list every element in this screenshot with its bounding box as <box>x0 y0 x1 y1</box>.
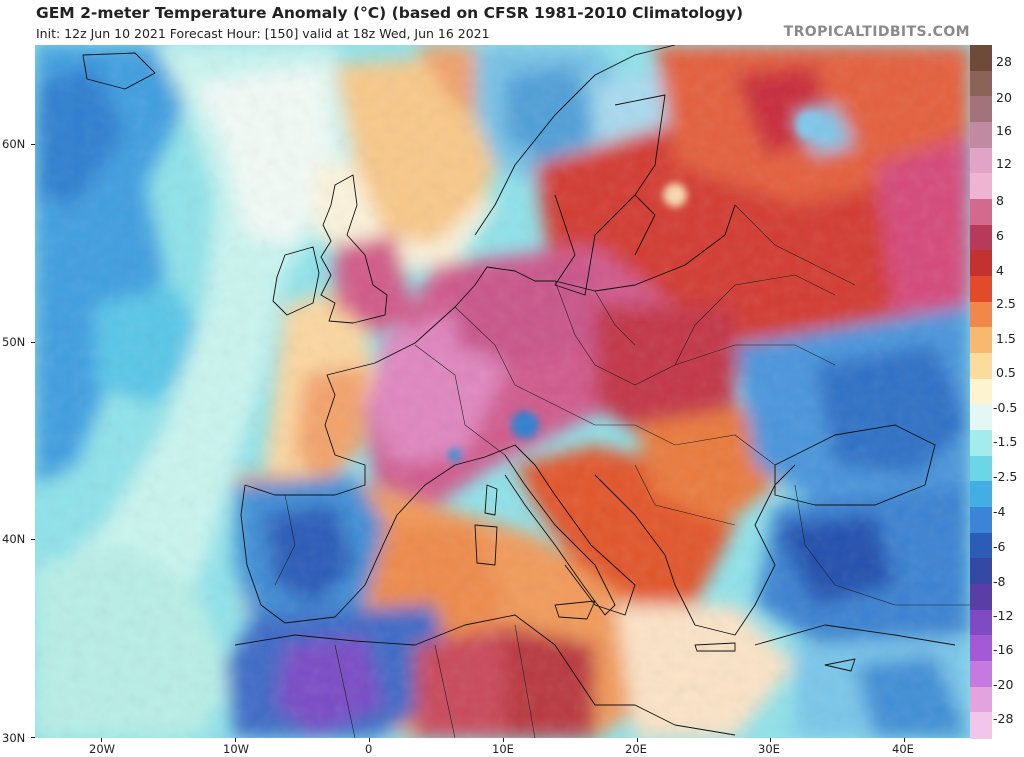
colorbar-segment <box>970 430 992 457</box>
lon-tick <box>235 738 236 742</box>
country-borders <box>274 204 970 738</box>
colorbar-segment <box>970 661 992 688</box>
brand-watermark: TROPICALTIDBITS.COM <box>783 24 970 40</box>
lon-tick <box>770 738 771 742</box>
colorbar-label: -1.5 <box>993 434 1018 449</box>
colorbar-segment <box>970 507 992 534</box>
map-title: GEM 2-meter Temperature Anomaly (°C) (ba… <box>36 4 744 22</box>
lat-tick <box>31 144 35 145</box>
colorbar-segment <box>970 301 992 328</box>
colorbar-label: -0.5 <box>993 400 1018 415</box>
lon-label: 40E <box>892 742 914 756</box>
lat-label: 30N <box>2 731 26 745</box>
colorbar-segment <box>970 327 992 354</box>
colorbar-label: 1.5 <box>996 331 1016 346</box>
colorbar-label: -6 <box>993 539 1006 554</box>
colorbar-segment <box>970 532 992 559</box>
colorbar-segment <box>970 404 992 431</box>
colorbar-segment <box>970 481 992 508</box>
colorbar-label: -2.5 <box>993 469 1018 484</box>
colorbar-label: 16 <box>996 123 1012 138</box>
lon-label: 30E <box>758 742 780 756</box>
colorbar-segment <box>970 455 992 482</box>
colorbar-segment <box>970 378 992 405</box>
colorbar-segment <box>970 712 992 739</box>
colorbar-segment <box>970 609 992 636</box>
colorbar-segment <box>970 224 992 251</box>
colorbar-label: 4 <box>996 263 1004 278</box>
colorbar-segment <box>970 250 992 277</box>
colorbar-label: 28 <box>996 54 1012 69</box>
lat-label: 60N <box>2 137 26 151</box>
lon-tick <box>101 738 102 742</box>
colorbar-label: -20 <box>993 677 1014 692</box>
colorbar-segment <box>970 558 992 585</box>
lat-tick <box>31 737 35 738</box>
lat-tick <box>31 539 35 540</box>
colorbar-label: 8 <box>996 193 1004 208</box>
lon-tick <box>503 738 504 742</box>
colorbar-label: 2.5 <box>996 296 1016 311</box>
colorbar-label: -8 <box>993 574 1006 589</box>
colorbar-segment <box>970 122 992 149</box>
colorbar-label: -12 <box>993 608 1014 623</box>
coastlines <box>82 45 956 736</box>
colorbar-segment <box>970 635 992 662</box>
lon-tick <box>637 738 638 742</box>
colorbar-segment <box>970 584 992 611</box>
lon-label: 20E <box>625 742 647 756</box>
lat-label: 40N <box>2 532 26 546</box>
colorbar-label: -4 <box>993 504 1006 519</box>
colorbar-segment <box>970 276 992 303</box>
colorbar-segment <box>970 147 992 174</box>
lon-label: 0 <box>365 742 373 756</box>
colorbar-label: -28 <box>993 711 1014 726</box>
colorbar-label: 0.5 <box>996 365 1016 380</box>
colorbar-segment <box>970 70 992 97</box>
map-canvas <box>35 45 970 738</box>
colorbar-segment <box>970 199 992 226</box>
colorbar-label: 6 <box>996 228 1004 243</box>
colorbar <box>970 45 992 739</box>
colorbar-segment <box>970 686 992 713</box>
lon-tick <box>904 738 905 742</box>
colorbar-segment <box>970 353 992 380</box>
colorbar-label: 12 <box>996 156 1012 171</box>
forecast-info: Init: 12z Jun 10 2021 Forecast Hour: [15… <box>36 26 490 41</box>
lat-tick <box>31 342 35 343</box>
colorbar-segment <box>970 96 992 123</box>
anomaly-map <box>35 45 970 738</box>
lon-label: 20W <box>89 742 116 756</box>
colorbar-label: -16 <box>993 642 1014 657</box>
lon-label: 10E <box>492 742 514 756</box>
lat-label: 50N <box>2 335 26 349</box>
colorbar-label: 20 <box>996 90 1012 105</box>
colorbar-segment <box>970 173 992 200</box>
lon-tick <box>369 738 370 742</box>
lon-label: 10W <box>223 742 250 756</box>
colorbar-segment <box>970 45 992 72</box>
